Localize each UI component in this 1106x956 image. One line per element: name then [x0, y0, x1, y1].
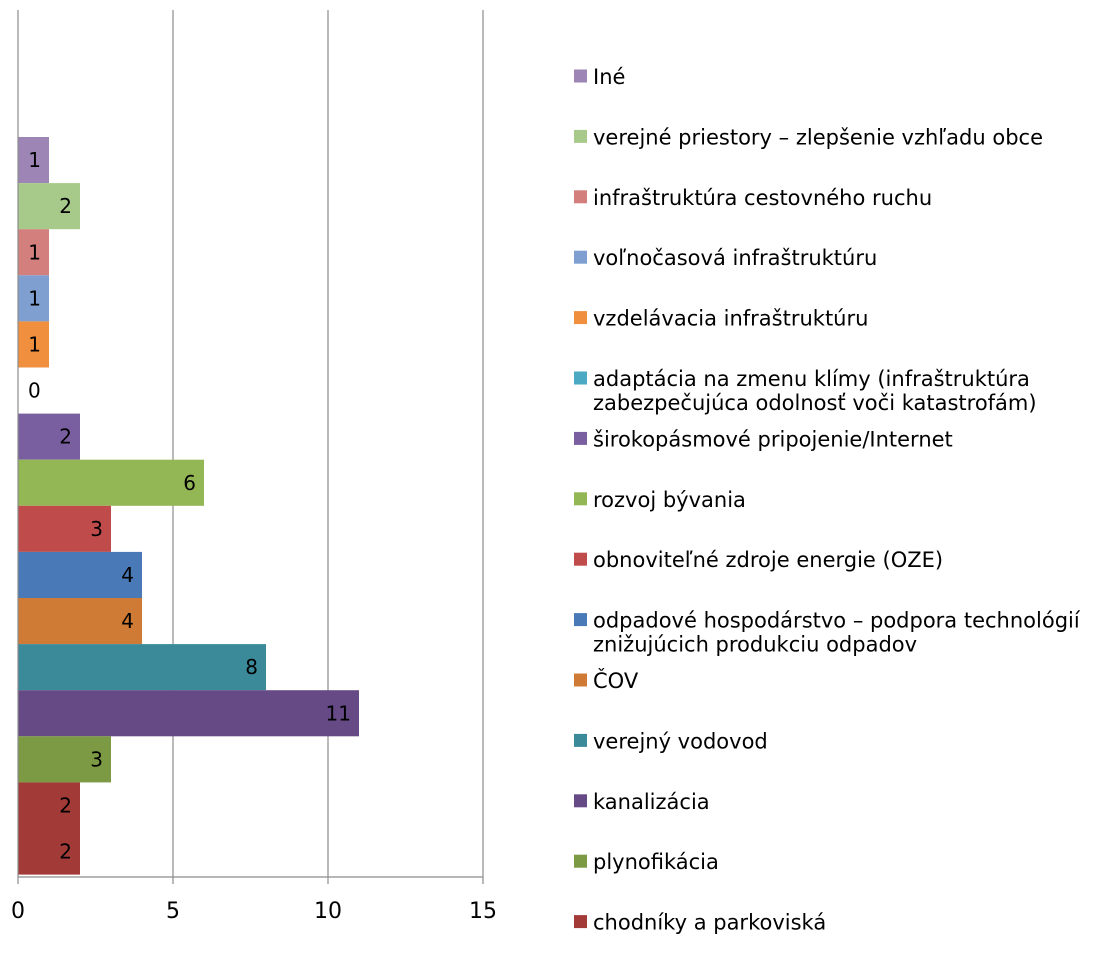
bar-value-label: 11 [326, 701, 351, 725]
x-tick-label: 15 [469, 899, 497, 924]
legend-swatch [574, 311, 587, 325]
legend-swatch [574, 733, 587, 747]
bar [18, 413, 80, 460]
bar [18, 505, 111, 552]
bar [18, 551, 142, 598]
bar-value-label: 3 [90, 747, 103, 771]
legend-label: ČOV [593, 668, 639, 693]
legend-label: verejné priestory – zlepšenie vzhľadu ob… [593, 125, 1043, 149]
legend-label: Iné [593, 65, 625, 89]
bar [18, 782, 80, 829]
bar-value-label: 2 [59, 840, 72, 864]
legend-label: vzdelávacia infraštruktúru [593, 307, 868, 331]
bar-value-label: 0 [28, 379, 41, 403]
legend-swatch [574, 915, 587, 929]
bar-value-label: 1 [28, 286, 41, 310]
legend-label: voľnočasová infraštruktúru [593, 246, 877, 270]
legend-label: obnoviteľné zdroje energie (OZE) [593, 548, 943, 572]
legend-swatch [574, 190, 587, 204]
bar-value-label: 8 [245, 655, 258, 679]
bar-value-label: 6 [183, 471, 196, 495]
bar-value-label: 2 [59, 425, 72, 449]
legend-label: znižujúcich produkciu odpadov [593, 633, 917, 657]
legend: Iné verejné priestory – zlepšenie vzhľadu… [574, 65, 1081, 935]
bar-value-label: 1 [28, 240, 41, 264]
legend-swatch [574, 673, 587, 687]
legend-label: širokopásmové pripojenie/Internet [593, 427, 953, 451]
bar [18, 229, 49, 276]
gridlines [172, 10, 484, 877]
bar [18, 736, 111, 783]
bar-value-label: 4 [121, 609, 134, 633]
bar-value-label: 4 [121, 563, 134, 587]
legend-swatch [574, 794, 587, 808]
bar [18, 137, 49, 184]
bar [18, 690, 359, 737]
legend-label: verejný vodovod [593, 729, 768, 753]
legend-swatch [574, 250, 587, 264]
bar [18, 644, 266, 691]
legend-label: adaptácia na zmenu klímy (infraštruktúra [593, 367, 1030, 391]
legend-swatch [574, 613, 587, 627]
legend-label: kanalizácia [593, 790, 710, 814]
legend-label: odpadové hospodárstvo – podpora technoló… [593, 609, 1081, 633]
legend-swatch [574, 431, 587, 445]
legend-label: rozvoj bývania [593, 488, 746, 512]
legend-swatch [574, 854, 587, 868]
bar-value-label: 1 [28, 332, 41, 356]
legend-swatch [574, 552, 587, 566]
bar-value-label: 2 [59, 793, 72, 817]
legend-swatch [574, 69, 587, 83]
x-tick-label: 10 [314, 899, 342, 924]
bar-value-label: 2 [59, 194, 72, 218]
bar-value-label: 3 [90, 517, 103, 541]
x-tick-label: 0 [11, 899, 25, 924]
x-axis: 0 5 10 15 [11, 10, 497, 924]
legend-label: plynofikácia [593, 850, 719, 874]
x-tick-label: 5 [166, 899, 180, 924]
legend-label: zabezpečujúca odolnosť voči katastrofám) [593, 391, 1037, 415]
legend-swatch [574, 129, 587, 143]
bar [18, 598, 142, 645]
bar [18, 183, 80, 230]
bar [18, 459, 204, 506]
bar [18, 321, 49, 368]
legend-label: infraštruktúra cestovného ruchu [593, 186, 932, 210]
bar [18, 828, 80, 875]
bar-value-label: 1 [28, 148, 41, 172]
bar [18, 275, 49, 322]
legend-swatch [574, 371, 587, 385]
legend-swatch [574, 492, 587, 506]
legend-label: chodníky a parkoviská [593, 911, 826, 935]
